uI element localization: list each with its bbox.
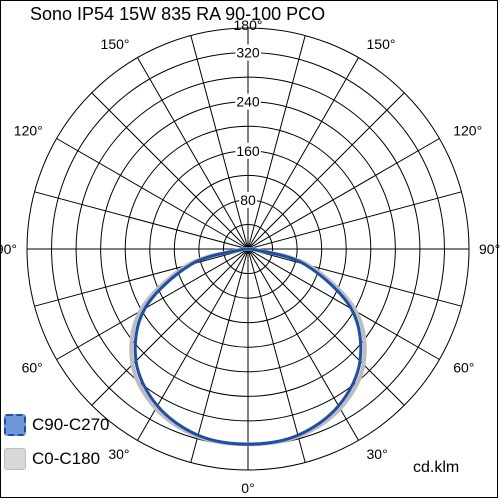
angle-label: 90°: [479, 241, 500, 257]
series-curve-c90-c270: [133, 247, 363, 446]
axis-labels: 80 160 240 320 0° 30° 60° 90° 120° 150° 180° 30° 60°…: [0, 17, 500, 496]
legend-swatch-c0: [4, 448, 26, 470]
legend-item-c90: C90-C270: [4, 411, 110, 439]
angle-label: 90°: [0, 241, 17, 257]
angle-label: 120°: [453, 123, 482, 139]
legend-item-c0: C0-C180: [4, 445, 100, 473]
grid-spoke: [247, 138, 440, 250]
radial-tick-label: 160: [236, 143, 260, 159]
chart-title: Sono IP54 15W 835 RA 90-100 PCO: [30, 4, 326, 24]
grid-spoke: [247, 92, 405, 250]
grid-spoke: [247, 57, 359, 250]
legend-swatch-c90: [4, 414, 26, 436]
grid-spoke: [34, 248, 249, 307]
grid-spoke: [56, 248, 249, 360]
grid-spoke: [247, 248, 440, 360]
legend-label-c0: C0-C180: [32, 449, 101, 468]
grid-spoke: [247, 191, 462, 250]
grid-spoke: [137, 57, 249, 250]
grid-spoke: [91, 92, 249, 250]
radial-tick-label: 320: [236, 45, 260, 61]
radial-tick-label-bg: [235, 142, 261, 159]
angle-label: 0°: [241, 480, 254, 496]
angle-label: 150°: [101, 36, 130, 52]
radial-tick-label: 240: [236, 94, 260, 110]
grid-spoke: [56, 138, 249, 250]
angle-label: 60°: [22, 360, 43, 376]
grid-spoke: [190, 248, 249, 463]
grid-spoke: [34, 191, 249, 250]
angle-label: 150°: [367, 36, 396, 52]
angle-label: 180°: [234, 17, 263, 33]
radial-tick-label-bg: [235, 44, 261, 61]
intensity-curves: [129, 247, 367, 447]
radial-tick-label-bg: [235, 93, 261, 110]
angle-label: 120°: [14, 123, 43, 139]
legend-label-c90: C90-C270: [32, 415, 110, 434]
angle-label: 30°: [367, 446, 388, 462]
grid-spoke: [91, 248, 249, 406]
polar-grid: [26, 27, 470, 471]
grid-spoke: [247, 248, 306, 463]
radial-tick-label-bg: [239, 191, 257, 208]
angle-label: 30°: [108, 446, 129, 462]
grid-spoke: [190, 35, 249, 250]
grid-spoke: [247, 35, 306, 250]
unit-label: cd.klm: [413, 459, 460, 476]
angle-label: 60°: [453, 360, 474, 376]
radial-tick-label: 80: [240, 192, 256, 208]
grid-spoke: [247, 248, 405, 406]
grid-spoke: [247, 248, 462, 307]
